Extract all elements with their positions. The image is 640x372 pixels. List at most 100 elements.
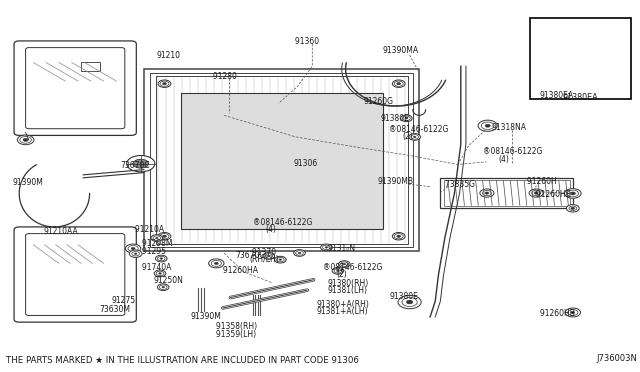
Text: 91260HB: 91260HB (538, 309, 575, 318)
Text: ®08146-6122G: ®08146-6122G (253, 218, 312, 227)
Text: 91380+A(RH): 91380+A(RH) (317, 300, 370, 309)
Text: 91295: 91295 (140, 247, 166, 256)
Circle shape (163, 83, 166, 85)
Circle shape (131, 247, 135, 250)
Text: (RH/LH): (RH/LH) (250, 255, 279, 264)
Text: 91381(LH): 91381(LH) (328, 286, 367, 295)
Text: 73670C: 73670C (120, 161, 150, 170)
Circle shape (159, 273, 161, 274)
Bar (81, 62, 100, 71)
Text: 91280: 91280 (211, 72, 237, 81)
Circle shape (153, 236, 161, 240)
Circle shape (478, 120, 497, 131)
Circle shape (397, 83, 401, 85)
Text: 91390M: 91390M (13, 178, 44, 187)
Text: 73630M: 73630M (99, 305, 130, 314)
Circle shape (160, 81, 169, 86)
Text: 91306: 91306 (293, 159, 317, 168)
Circle shape (394, 81, 403, 86)
Text: 91260HA: 91260HA (221, 266, 258, 275)
Circle shape (151, 235, 163, 241)
Text: 91318NA: 91318NA (492, 123, 527, 132)
Circle shape (403, 116, 410, 121)
Text: ®08146-6122G: ®08146-6122G (389, 125, 449, 134)
Circle shape (567, 190, 579, 197)
Circle shape (397, 235, 401, 237)
Circle shape (570, 49, 591, 61)
Text: 91390MA: 91390MA (383, 46, 419, 55)
Text: (4): (4) (498, 155, 509, 164)
Circle shape (337, 270, 339, 272)
Text: 91360: 91360 (293, 37, 319, 46)
Bar (181, 93, 383, 229)
Circle shape (481, 122, 494, 129)
Text: 91380(RH): 91380(RH) (328, 279, 369, 288)
Circle shape (325, 247, 328, 248)
Circle shape (566, 205, 579, 212)
Text: 91381+A(LH): 91381+A(LH) (317, 307, 369, 316)
Circle shape (209, 259, 224, 268)
Circle shape (211, 260, 221, 266)
Text: (2): (2) (336, 270, 347, 279)
Circle shape (276, 257, 284, 262)
Circle shape (534, 192, 538, 194)
Text: 91390MB: 91390MB (378, 177, 413, 186)
Text: J736003N: J736003N (596, 355, 637, 363)
Text: 91210AA: 91210AA (44, 227, 78, 236)
Bar (150, 73, 413, 247)
Circle shape (132, 251, 140, 256)
Circle shape (156, 271, 164, 276)
Text: 73835G: 73835G (443, 180, 475, 189)
Bar (144, 69, 419, 251)
Circle shape (128, 246, 138, 251)
Circle shape (160, 258, 163, 259)
Circle shape (279, 259, 282, 260)
Circle shape (263, 253, 275, 259)
Circle shape (568, 310, 578, 315)
Circle shape (154, 270, 166, 277)
Circle shape (23, 138, 28, 141)
Circle shape (163, 235, 166, 237)
Circle shape (20, 137, 31, 143)
Circle shape (571, 207, 575, 209)
Text: ®08146-6122G: ®08146-6122G (323, 263, 383, 272)
Text: (2): (2) (402, 132, 413, 141)
Circle shape (156, 255, 167, 262)
Text: 91250N: 91250N (154, 276, 184, 285)
Bar (530, 18, 631, 99)
Circle shape (158, 80, 171, 87)
Text: 91359(LH): 91359(LH) (214, 330, 257, 339)
Circle shape (339, 261, 350, 267)
Circle shape (392, 80, 405, 87)
Circle shape (529, 189, 543, 197)
Text: 91210A: 91210A (133, 225, 164, 234)
Text: 91260G: 91260G (364, 97, 394, 106)
Circle shape (134, 253, 137, 254)
Circle shape (340, 262, 348, 266)
Circle shape (480, 189, 494, 197)
Circle shape (483, 190, 492, 196)
Text: 91298M: 91298M (140, 239, 172, 248)
Text: 91390M: 91390M (191, 312, 221, 321)
Bar (444, 180, 570, 206)
Circle shape (157, 256, 165, 261)
Circle shape (402, 298, 417, 307)
Circle shape (265, 254, 273, 258)
Circle shape (394, 234, 403, 239)
Circle shape (485, 192, 489, 194)
Circle shape (343, 263, 346, 265)
Text: 91275: 91275 (112, 296, 136, 305)
Circle shape (17, 135, 34, 145)
Circle shape (575, 52, 586, 58)
Text: ®08146-6122G: ®08146-6122G (483, 147, 543, 156)
Circle shape (565, 308, 580, 317)
Circle shape (127, 155, 155, 172)
Text: 73670C: 73670C (236, 251, 265, 260)
Text: 91380E: 91380E (389, 292, 418, 301)
Circle shape (332, 267, 344, 274)
Circle shape (564, 189, 581, 198)
Circle shape (323, 245, 330, 250)
Circle shape (214, 262, 218, 264)
Text: 91260H: 91260H (525, 177, 557, 186)
Circle shape (401, 115, 412, 122)
